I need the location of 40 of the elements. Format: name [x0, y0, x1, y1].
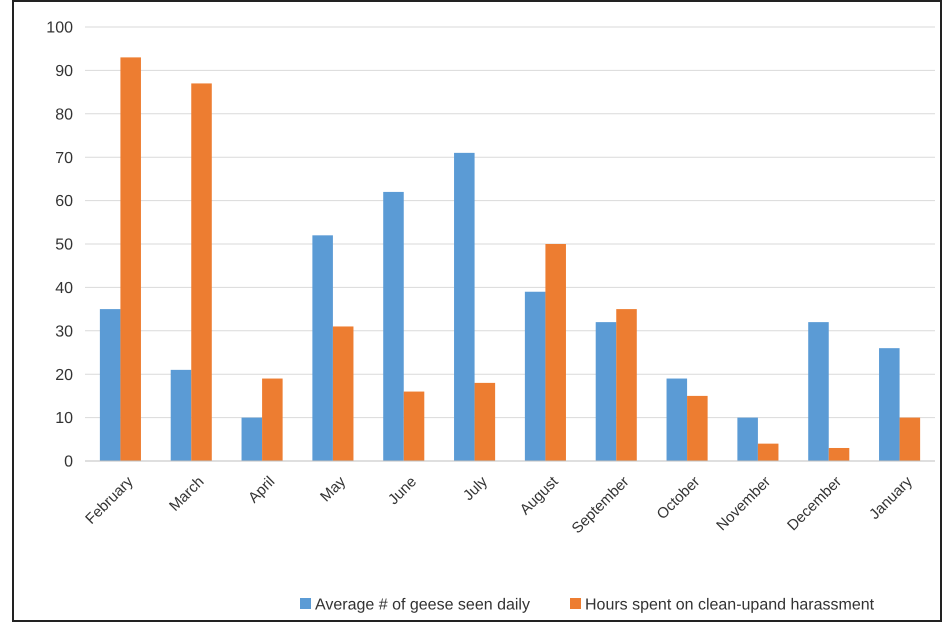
bar	[242, 418, 262, 461]
y-tick-label: 70	[55, 150, 74, 167]
bar	[687, 396, 708, 461]
legend-label: Average # of geese seen daily	[315, 596, 530, 614]
bar	[262, 378, 283, 461]
bar	[191, 83, 212, 461]
bar	[737, 418, 758, 461]
y-tick-label: 50	[55, 236, 74, 254]
y-tick-label: 100	[46, 20, 74, 37]
y-tick-label: 30	[55, 323, 74, 340]
bar	[404, 392, 424, 461]
bar	[758, 444, 778, 461]
bar	[170, 370, 192, 461]
y-tick-label: 80	[55, 106, 74, 124]
bar	[545, 244, 566, 461]
bar	[383, 192, 404, 461]
bar	[879, 348, 900, 461]
x-tick-label: May	[317, 472, 350, 506]
y-tick-label: 0	[64, 454, 74, 471]
bar	[474, 382, 496, 461]
y-tick-label: 40	[55, 280, 74, 297]
bar	[332, 326, 354, 461]
x-tick-label: June	[384, 473, 420, 508]
bar	[120, 57, 141, 461]
bar	[312, 235, 333, 461]
bar	[828, 448, 850, 461]
bar	[454, 152, 475, 461]
bar	[524, 292, 546, 461]
y-tick-label: 20	[55, 366, 74, 384]
bar	[900, 418, 920, 461]
y-tick-label: 60	[55, 193, 74, 210]
bar	[808, 322, 829, 461]
y-tick-label: 10	[55, 410, 74, 428]
x-tick-label: July	[460, 472, 492, 504]
bar	[596, 322, 616, 461]
bar	[100, 309, 120, 461]
legend-label: Hours spent on clean-upand harassment	[585, 596, 875, 614]
bar	[666, 378, 688, 461]
bar	[616, 309, 637, 461]
y-tick-label: 90	[55, 63, 74, 80]
